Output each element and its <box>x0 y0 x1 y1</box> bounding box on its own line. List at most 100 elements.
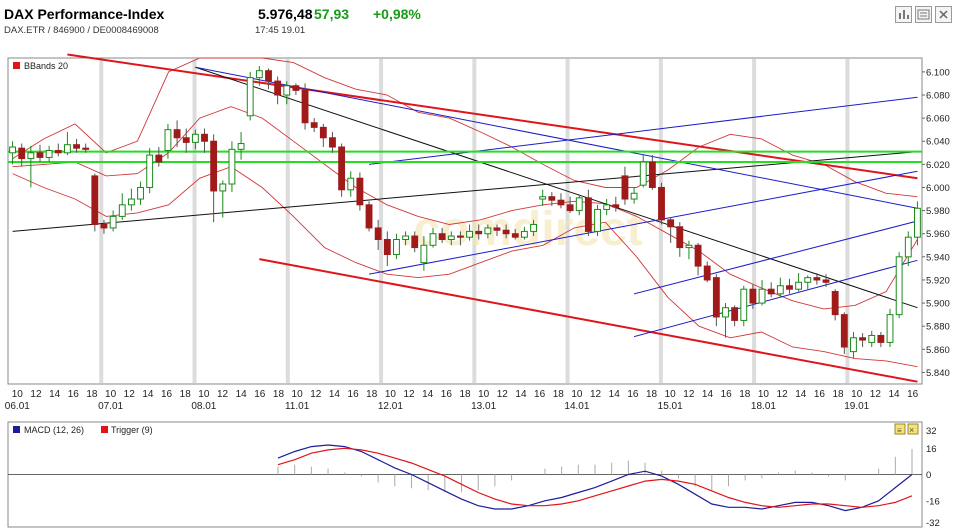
bar-chart-icon[interactable] <box>895 6 912 23</box>
x-tick-label: 10 <box>851 389 863 400</box>
candle-body <box>594 208 601 232</box>
x-tick-label: 16 <box>68 389 80 400</box>
candle <box>383 231 391 267</box>
x-day-label: 12.01 <box>378 401 403 412</box>
candle-body <box>356 177 364 206</box>
candle-body <box>246 77 254 117</box>
candle-body <box>164 129 172 151</box>
instrument-identifiers: DAX.ETR / 846900 / DE0008469008 <box>4 25 159 36</box>
candle <box>850 331 857 359</box>
candle <box>639 155 647 188</box>
x-day-label: 06.01 <box>5 401 30 412</box>
candle-body <box>868 334 876 343</box>
candle-body <box>109 215 117 229</box>
candle <box>219 180 227 218</box>
x-tick-label: 10 <box>385 389 397 400</box>
candle <box>840 312 848 354</box>
candle-body <box>182 137 190 143</box>
trigger-legend-label: Trigger (9) <box>111 425 153 435</box>
candle <box>484 224 492 239</box>
candle <box>594 204 601 237</box>
candle-body <box>255 70 263 79</box>
macd-line <box>277 444 913 512</box>
x-day-label: 11.01 <box>285 401 310 412</box>
candle <box>621 166 629 205</box>
candle <box>475 224 483 240</box>
panel-close-icon[interactable]: × <box>907 423 919 435</box>
x-tick-label: 18 <box>553 389 565 400</box>
candle <box>804 275 812 290</box>
candle <box>246 71 254 121</box>
x-tick-label: 10 <box>478 389 490 400</box>
macd-y-tick-label: 16 <box>926 444 937 455</box>
candle <box>173 120 181 148</box>
candle-body <box>731 307 739 321</box>
trendline <box>195 66 918 209</box>
y-tick-label: 5.840 <box>926 368 950 379</box>
candle <box>511 229 519 240</box>
candle-body <box>575 197 583 212</box>
day-separator <box>845 59 850 383</box>
candle-body <box>749 288 757 304</box>
x-tick-label: 14 <box>49 389 61 400</box>
candle-body <box>447 235 455 240</box>
x-tick-label: 16 <box>814 389 826 400</box>
x-tick-label: 16 <box>627 389 639 400</box>
candle <box>255 66 263 86</box>
candle <box>36 144 44 163</box>
x-day-label: 15.01 <box>658 401 683 412</box>
candle-body <box>904 236 912 258</box>
trendline <box>368 96 918 165</box>
x-tick-label: 18 <box>646 389 658 400</box>
candle <box>137 181 144 205</box>
candle <box>54 143 62 157</box>
candle <box>210 134 218 223</box>
trigger-line <box>277 447 913 508</box>
x-day-label: 07.01 <box>98 401 123 412</box>
candle-body <box>520 230 528 238</box>
x-tick-label: 10 <box>12 389 24 400</box>
candle <box>411 231 419 253</box>
candle <box>18 143 26 167</box>
candle-body <box>127 198 135 206</box>
candle <box>584 189 592 237</box>
last-price: 5.976,48 <box>258 6 313 22</box>
candle-body <box>265 70 272 82</box>
candle-body <box>895 256 903 316</box>
candle-body <box>648 161 656 188</box>
candle <box>493 224 501 237</box>
y-tick-label: 5.940 <box>926 252 950 263</box>
candle <box>319 123 327 148</box>
macd-y-tick-label: 0 <box>926 470 931 481</box>
candle-body <box>621 175 629 200</box>
close-icon[interactable] <box>935 6 952 23</box>
news-icon[interactable] <box>915 6 932 23</box>
x-tick-label: 12 <box>777 389 789 400</box>
candle-body <box>82 147 90 150</box>
candle-body <box>850 337 857 353</box>
candle-body <box>393 238 400 256</box>
candle <box>648 155 656 190</box>
candle <box>27 145 35 188</box>
candle <box>146 148 154 194</box>
candle-body <box>457 235 464 238</box>
bbands-legend-label: BBands 20 <box>24 61 68 71</box>
candle <box>73 138 80 153</box>
x-tick-label: 18 <box>459 389 471 400</box>
panel-settings-icon[interactable]: ≡ <box>894 423 906 435</box>
candle-body <box>137 186 144 200</box>
candle <box>274 76 282 105</box>
candle-body <box>886 314 894 343</box>
candle <box>155 147 163 167</box>
candle <box>100 219 108 234</box>
candle <box>822 274 830 287</box>
x-tick-label: 18 <box>366 389 378 400</box>
x-tick-label: 12 <box>870 389 882 400</box>
y-tick-label: 5.920 <box>926 275 950 286</box>
instrument-title: DAX Performance-Index <box>4 6 165 22</box>
candle-body <box>676 226 684 249</box>
candle <box>292 83 300 95</box>
candle-body <box>776 285 784 295</box>
y-tick-label: 6.080 <box>926 90 950 101</box>
x-day-label: 14.01 <box>564 401 589 412</box>
